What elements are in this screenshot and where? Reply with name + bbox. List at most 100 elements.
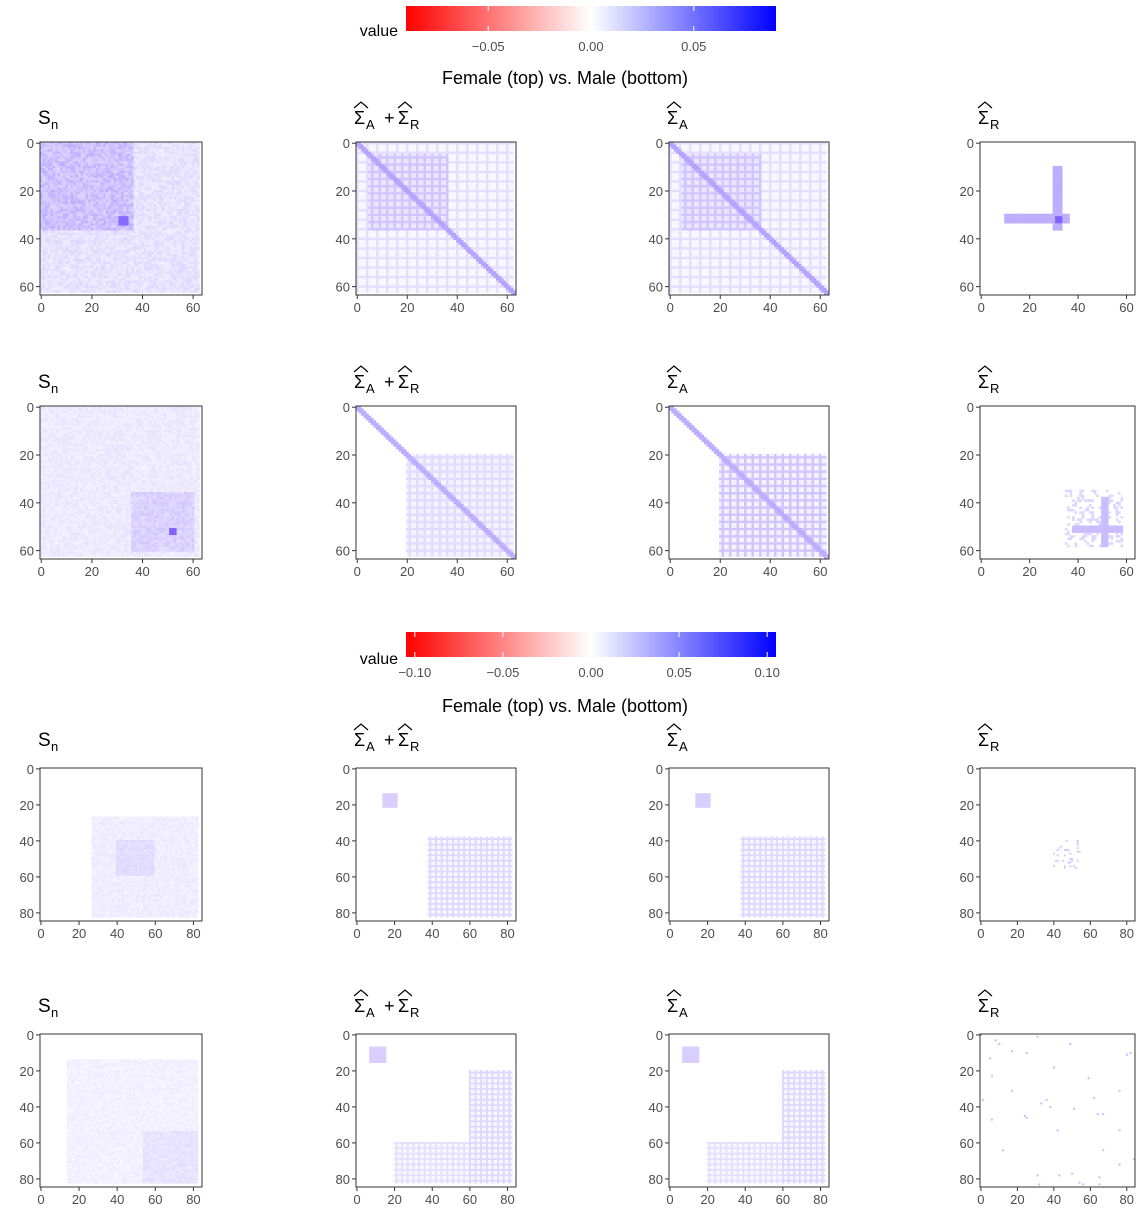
heatmap-cell — [86, 242, 89, 245]
heatmap-cell — [60, 147, 63, 150]
heatmap-cell — [78, 204, 81, 207]
heatmap-cell — [456, 149, 459, 152]
heatmap-cell — [118, 159, 121, 162]
heatmap-cell — [156, 271, 159, 274]
heatmap-cell — [101, 209, 104, 212]
heatmap-cell — [194, 144, 197, 147]
heatmap-cell — [139, 199, 142, 202]
heatmap-cell — [73, 233, 76, 236]
heatmap-cell — [98, 257, 101, 260]
heatmap-cell — [189, 185, 192, 188]
heatmap-cell — [141, 209, 144, 212]
heatmap-cell — [129, 283, 132, 286]
heatmap-cell — [60, 257, 63, 260]
heatmap-cell — [359, 149, 362, 152]
heatmap-cell — [129, 144, 132, 147]
heatmap-cell — [126, 266, 129, 269]
heatmap-cell — [96, 178, 99, 181]
heatmap-cell — [70, 197, 73, 200]
heatmap-cell — [134, 290, 137, 293]
heatmap-cell — [162, 252, 165, 255]
heatmap-cell — [111, 147, 114, 150]
heatmap-cell — [50, 281, 53, 284]
heatmap-cell — [53, 238, 56, 241]
heatmap-cell — [192, 204, 195, 207]
heatmap-cell — [194, 276, 197, 279]
heatmap-cell — [164, 195, 167, 198]
heatmap-cell — [129, 156, 132, 159]
heatmap-cell — [83, 192, 86, 195]
heatmap-cell — [83, 223, 86, 226]
heatmap-cell — [501, 147, 504, 150]
heatmap-cell — [86, 250, 89, 253]
heatmap-cell — [177, 185, 180, 188]
heatmap-cell — [139, 230, 142, 233]
heatmap-cell — [50, 266, 53, 269]
heatmap-cell — [141, 228, 144, 231]
heatmap-cell — [116, 156, 119, 159]
heatmap-cell — [384, 144, 387, 147]
heatmap-cell — [96, 281, 99, 284]
heatmap-cell — [55, 257, 58, 260]
heatmap-cell — [93, 276, 96, 279]
heatmap-cell — [75, 180, 78, 183]
heatmap-cell — [75, 233, 78, 236]
heatmap-cell — [136, 168, 139, 171]
heatmap-cell — [134, 285, 137, 288]
heatmap-cell — [113, 264, 116, 267]
heatmap-cell — [111, 190, 114, 193]
heatmap-cell — [379, 156, 382, 159]
heatmap-cell — [179, 271, 182, 274]
heatmap-cell — [126, 166, 129, 169]
heatmap-cell — [50, 254, 53, 257]
heatmap-cell — [182, 264, 185, 267]
heatmap-cell — [45, 290, 48, 293]
heatmap-cell — [126, 159, 129, 162]
heatmap-cell — [108, 164, 111, 167]
heatmap-cell — [111, 171, 114, 174]
heatmap-cell — [55, 161, 58, 164]
heatmap-cell — [179, 173, 182, 176]
heatmap-cell — [159, 226, 162, 229]
heatmap-cell — [189, 242, 192, 245]
heatmap-cell — [103, 180, 106, 183]
heatmap-cell — [131, 235, 134, 238]
heatmap-cell — [93, 180, 96, 183]
heatmap-cell — [149, 254, 152, 257]
heatmap-cell — [421, 154, 424, 157]
heatmap-cell — [172, 226, 175, 229]
heatmap-cell — [169, 152, 172, 155]
heatmap-cell — [189, 221, 192, 224]
heatmap-cell — [50, 154, 53, 157]
heatmap-cell — [434, 147, 437, 150]
heatmap-cell — [139, 168, 142, 171]
heatmap-cell — [146, 202, 149, 205]
heatmap-cell — [144, 242, 147, 245]
heatmap-cell — [182, 219, 185, 222]
heatmap-cell — [386, 154, 389, 157]
heatmap-cell — [172, 180, 175, 183]
heatmap-cell — [91, 230, 94, 233]
heatmap-cell — [86, 283, 89, 286]
heatmap-cell — [78, 228, 81, 231]
heatmap-cell — [118, 144, 121, 147]
heatmap-cell — [381, 159, 384, 162]
heatmap-cell — [144, 199, 147, 202]
heatmap-cell — [83, 283, 86, 286]
heatmap-cell — [81, 259, 84, 262]
heatmap-cell — [162, 269, 165, 272]
heatmap-cell — [149, 250, 152, 253]
heatmap-cell — [88, 199, 91, 202]
heatmap-cell — [106, 223, 109, 226]
heatmap-cell — [124, 235, 127, 238]
heatmap-cell — [70, 262, 73, 265]
heatmap-cell — [43, 259, 46, 262]
heatmap-cell — [53, 190, 56, 193]
heatmap-cell — [98, 281, 101, 284]
heatmap-cell — [88, 164, 91, 167]
heatmap-cell — [50, 192, 53, 195]
heatmap-cell — [381, 154, 384, 157]
heatmap-cell — [197, 185, 200, 188]
heatmap-cell — [103, 247, 106, 250]
heatmap-cell — [116, 204, 119, 207]
